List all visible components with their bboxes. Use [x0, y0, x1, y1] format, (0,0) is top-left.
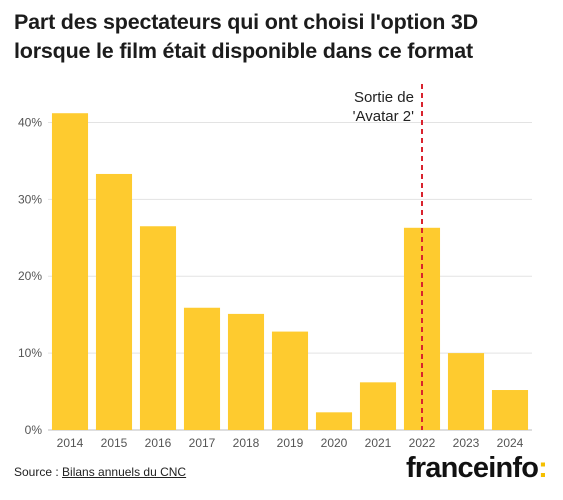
- bar: [359, 382, 397, 430]
- x-tick-label: 2019: [277, 436, 304, 450]
- x-tick-label: 2014: [57, 436, 84, 450]
- logo-text: franceinfo: [405, 452, 539, 484]
- x-tick-label: 2021: [365, 436, 392, 450]
- y-tick-label: 40%: [18, 115, 42, 129]
- source-note: Source : Bilans annuels du CNC: [14, 465, 186, 479]
- y-tick-label: 0%: [25, 423, 43, 437]
- franceinfo-logo: franceinfo:: [405, 452, 548, 485]
- x-tick-label: 2024: [497, 436, 524, 450]
- x-tick-label: 2016: [145, 436, 172, 450]
- x-tick-label: 2022: [409, 436, 436, 450]
- logo-mark: :: [538, 452, 548, 484]
- source-prefix: Source :: [14, 465, 63, 479]
- y-axis-tick-labels: 0% 10% 20% 30% 40%: [18, 115, 42, 437]
- bar: [95, 173, 133, 430]
- annotation-label: Sortie de: [354, 89, 414, 106]
- x-tick-label: 2020: [321, 436, 348, 450]
- annotation: Sortie de 'Avatar 2': [353, 84, 423, 430]
- bar: [227, 313, 265, 430]
- x-tick-label: 2018: [233, 436, 260, 450]
- bar: [315, 412, 353, 430]
- source-link[interactable]: Bilans annuels du CNC: [62, 465, 187, 479]
- x-tick-label: 2023: [453, 436, 480, 450]
- bar: [447, 353, 485, 430]
- y-tick-label: 30%: [18, 192, 42, 206]
- bar: [183, 307, 221, 430]
- annotation-label: 'Avatar 2': [353, 108, 414, 125]
- x-axis-tick-labels: 2014 2015 2016 2017 2018 2019 2020 2021 2022 2023…: [57, 436, 524, 450]
- bar: [51, 113, 89, 431]
- bar: [491, 390, 529, 430]
- x-tick-label: 2017: [189, 436, 216, 450]
- y-tick-label: 10%: [18, 346, 42, 360]
- bar: [139, 226, 177, 430]
- bar: [271, 331, 309, 430]
- y-tick-label: 20%: [18, 269, 42, 283]
- bars: [51, 113, 529, 431]
- x-tick-label: 2015: [101, 436, 128, 450]
- chart-title: Part des spectateurs qui ont choisi l'op…: [14, 10, 479, 63]
